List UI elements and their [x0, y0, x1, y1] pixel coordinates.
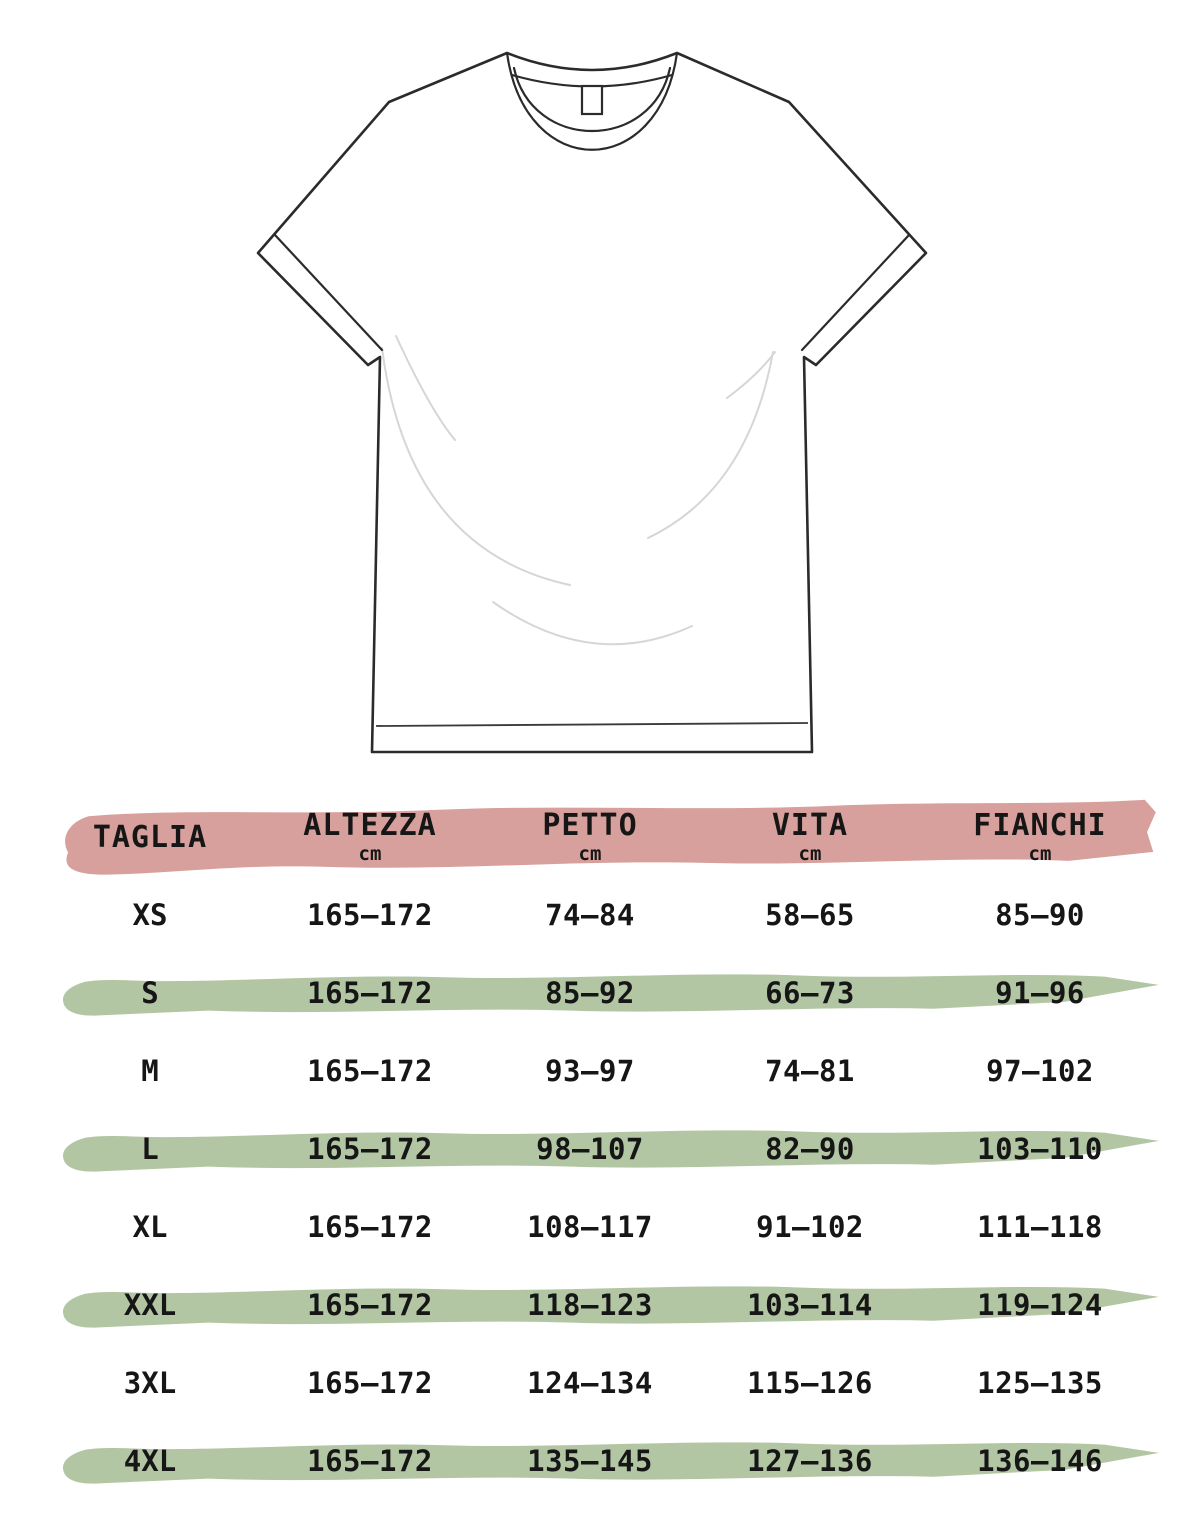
- header-vita-unit: cm: [798, 843, 822, 866]
- size-label: XL: [132, 1210, 168, 1244]
- petto-value: 93–97: [545, 1054, 635, 1088]
- size-row: M 165–172 93–97 74–81 97–102: [55, 1032, 1165, 1110]
- size-label: XS: [132, 898, 168, 932]
- header-altezza: ALTEZZA cm: [245, 806, 495, 866]
- header-fianchi-unit: cm: [1028, 843, 1052, 866]
- tshirt-illustration: [256, 51, 928, 754]
- fianchi-value: 85–90: [995, 898, 1085, 932]
- size-row: XL 165–172 108–117 91–102 111–118: [55, 1188, 1165, 1266]
- vita-value: 74–81: [765, 1054, 855, 1088]
- size-row: 3XL 165–172 124–134 115–126 125–135: [55, 1344, 1165, 1422]
- petto-value: 74–84: [545, 898, 635, 932]
- header-vita-label: VITA: [771, 807, 849, 843]
- header-petto-unit: cm: [578, 843, 602, 866]
- size-table: TAGLIA ALTEZZA cm PETTO cm VITA cm FIANC…: [55, 795, 1165, 1500]
- size-table-rows: XS 165–172 74–84 58–65 85–90 S 165–172 8…: [55, 876, 1165, 1500]
- header-petto: PETTO cm: [495, 806, 685, 866]
- altezza-value: 165–172: [307, 1444, 433, 1478]
- altezza-value: 165–172: [307, 1054, 433, 1088]
- header-taglia: TAGLIA: [55, 818, 245, 854]
- header-fianchi: FIANCHI cm: [935, 806, 1165, 866]
- header-petto-label: PETTO: [542, 807, 638, 843]
- fianchi-value: 125–135: [977, 1366, 1103, 1400]
- vita-value: 82–90: [765, 1132, 855, 1166]
- header-altezza-unit: cm: [358, 843, 382, 866]
- collar-inner-curve: [512, 66, 672, 133]
- size-row: XS 165–172 74–84 58–65 85–90: [55, 876, 1165, 954]
- size-label: S: [141, 976, 159, 1010]
- altezza-value: 165–172: [307, 898, 433, 932]
- altezza-value: 165–172: [307, 1366, 433, 1400]
- size-label: L: [141, 1132, 159, 1166]
- fianchi-value: 119–124: [977, 1288, 1103, 1322]
- left-cuff-seam: [273, 233, 384, 352]
- petto-value: 85–92: [545, 976, 635, 1010]
- fianchi-value: 103–110: [977, 1132, 1103, 1166]
- petto-value: 118–123: [527, 1288, 653, 1322]
- fianchi-value: 136–146: [977, 1444, 1103, 1478]
- size-row: XXL 165–172 118–123 103–114 119–124: [55, 1266, 1165, 1344]
- vita-value: 91–102: [756, 1210, 864, 1244]
- size-row: 4XL 165–172 135–145 127–136 136–146: [55, 1422, 1165, 1500]
- fianchi-value: 97–102: [986, 1054, 1094, 1088]
- vita-value: 58–65: [765, 898, 855, 932]
- size-row: L 165–172 98–107 82–90 103–110: [55, 1110, 1165, 1188]
- size-label: XXL: [123, 1288, 177, 1322]
- petto-value: 135–145: [527, 1444, 653, 1478]
- header-vita: VITA cm: [685, 806, 935, 866]
- altezza-value: 165–172: [307, 1132, 433, 1166]
- header-fianchi-label: FIANCHI: [973, 807, 1107, 843]
- fianchi-value: 91–96: [995, 976, 1085, 1010]
- size-label: 3XL: [123, 1366, 177, 1400]
- vita-value: 115–126: [747, 1366, 873, 1400]
- vita-value: 127–136: [747, 1444, 873, 1478]
- altezza-value: 165–172: [307, 1210, 433, 1244]
- tshirt-hem-seam: [375, 722, 809, 727]
- vita-value: 103–114: [747, 1288, 873, 1322]
- size-label: 4XL: [123, 1444, 177, 1478]
- altezza-value: 165–172: [307, 976, 433, 1010]
- header-taglia-label: TAGLIA: [92, 819, 208, 855]
- right-cuff-seam: [800, 233, 911, 352]
- petto-value: 108–117: [527, 1210, 653, 1244]
- tshirt-fold-lines: [381, 335, 776, 646]
- tshirt-cuff-seams: [273, 233, 911, 352]
- fianchi-value: 111–118: [977, 1210, 1103, 1244]
- vita-value: 66–73: [765, 976, 855, 1010]
- size-table-header: TAGLIA ALTEZZA cm PETTO cm VITA cm FIANC…: [55, 795, 1165, 876]
- tshirt-body-outline: [256, 51, 928, 754]
- altezza-value: 165–172: [307, 1288, 433, 1322]
- tshirt-neck-tag: [580, 84, 604, 116]
- header-altezza-label: ALTEZZA: [303, 807, 437, 843]
- petto-value: 98–107: [536, 1132, 644, 1166]
- petto-value: 124–134: [527, 1366, 653, 1400]
- size-row: S 165–172 85–92 66–73 91–96: [55, 954, 1165, 1032]
- size-label: M: [141, 1054, 159, 1088]
- collar-outer-curve: [505, 51, 679, 151]
